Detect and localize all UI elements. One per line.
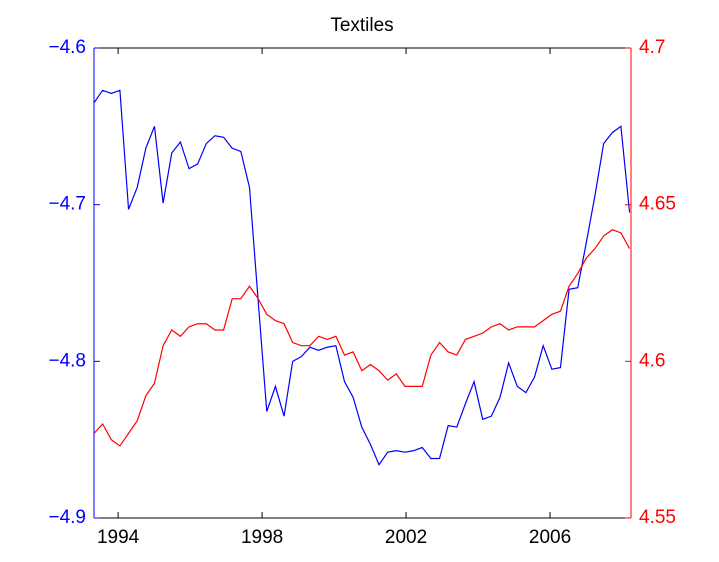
x-tick-label: 1994 xyxy=(97,527,140,548)
y2-tick-label: 4.65 xyxy=(639,194,676,215)
chart-title: Textiles xyxy=(330,15,393,36)
y2-tick-label: 4.55 xyxy=(639,507,676,528)
y-tick-label: −4.7 xyxy=(48,194,86,215)
series-line xyxy=(93,89,631,466)
y2-tick-label: 4.7 xyxy=(639,37,665,58)
x-tick-label: 2006 xyxy=(529,527,571,548)
y-tick-label: −4.9 xyxy=(48,507,86,528)
x-tick-label: 1998 xyxy=(241,527,283,548)
y-tick-label: −4.6 xyxy=(48,37,86,58)
y2-tick-label: 4.6 xyxy=(639,350,665,371)
y-tick-label: −4.8 xyxy=(48,350,86,371)
x-tick-label: 2002 xyxy=(385,527,427,548)
series-line xyxy=(93,229,631,447)
